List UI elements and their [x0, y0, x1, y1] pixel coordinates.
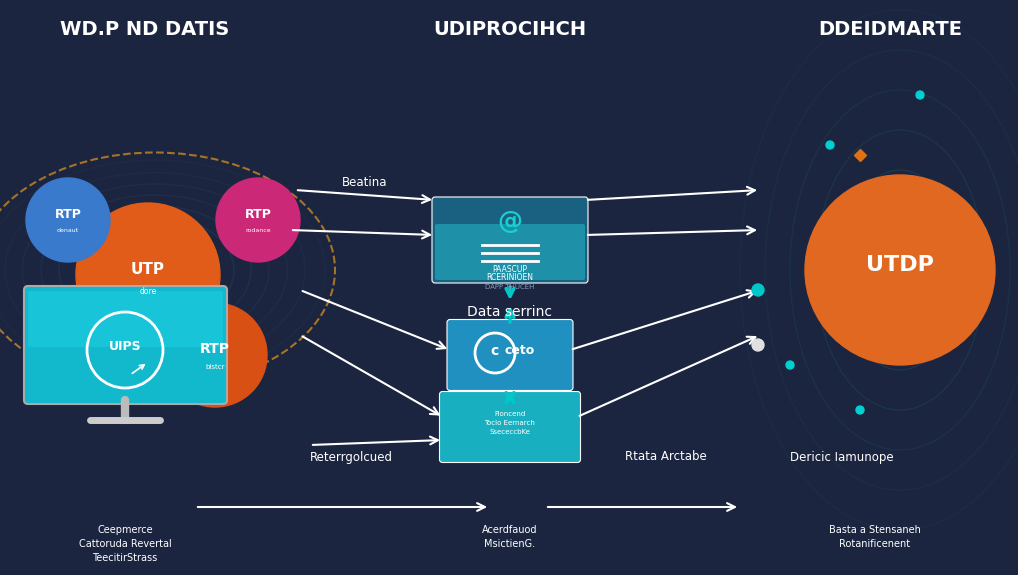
- FancyBboxPatch shape: [24, 286, 227, 404]
- Text: c: c: [491, 344, 499, 358]
- Text: UIPS: UIPS: [109, 340, 142, 354]
- Text: UTP: UTP: [131, 263, 165, 278]
- Text: RTP: RTP: [200, 342, 230, 356]
- Text: UTDP: UTDP: [866, 255, 934, 275]
- Text: bistcr: bistcr: [206, 364, 225, 370]
- Text: rodance: rodance: [245, 228, 271, 233]
- Text: denaut: denaut: [57, 228, 79, 233]
- Circle shape: [805, 175, 995, 365]
- Circle shape: [163, 303, 267, 407]
- Text: @: @: [498, 210, 522, 234]
- Text: Reterrgolcued: Reterrgolcued: [310, 450, 393, 463]
- Text: RCERINIOEN: RCERINIOEN: [487, 273, 533, 282]
- FancyBboxPatch shape: [29, 291, 223, 347]
- FancyBboxPatch shape: [447, 320, 573, 390]
- FancyBboxPatch shape: [435, 224, 585, 280]
- Circle shape: [26, 178, 110, 262]
- Text: Rtata Arctabe: Rtata Arctabe: [625, 450, 706, 463]
- Text: dore: dore: [139, 288, 157, 297]
- Text: Basta a Stensaneh
Rotanificenent: Basta a Stensaneh Rotanificenent: [829, 525, 921, 549]
- Text: WD.P ND DATIS: WD.P ND DATIS: [60, 20, 230, 39]
- Text: ceto: ceto: [505, 344, 535, 358]
- Circle shape: [826, 141, 834, 149]
- Text: DAPP THUCEH: DAPP THUCEH: [486, 284, 534, 290]
- Text: Dericic Iamunope: Dericic Iamunope: [790, 450, 894, 463]
- Circle shape: [752, 284, 764, 296]
- Circle shape: [216, 178, 300, 262]
- Text: UDIPROCIHCH: UDIPROCIHCH: [434, 20, 586, 39]
- Text: Acerdfauod
MsictienG.: Acerdfauod MsictienG.: [483, 525, 538, 549]
- Circle shape: [76, 203, 220, 347]
- Circle shape: [752, 339, 764, 351]
- Text: Fioncend
Toclo Eernarch
SsececcbKe: Fioncend Toclo Eernarch SsececcbKe: [485, 411, 535, 435]
- Text: Beatina: Beatina: [342, 177, 388, 190]
- Text: Ceepmerce
Cattoruda Revertal
TeecitirStrass: Ceepmerce Cattoruda Revertal TeecitirStr…: [78, 525, 171, 563]
- FancyBboxPatch shape: [432, 197, 588, 283]
- Text: DDEIDMARTE: DDEIDMARTE: [818, 20, 962, 39]
- Text: PAASCUP: PAASCUP: [493, 266, 527, 274]
- Text: Data serrinc: Data serrinc: [467, 305, 553, 319]
- FancyBboxPatch shape: [440, 392, 580, 462]
- Circle shape: [856, 406, 864, 414]
- Circle shape: [916, 91, 924, 99]
- Text: RTP: RTP: [244, 208, 272, 220]
- Text: RTP: RTP: [55, 209, 81, 221]
- Circle shape: [786, 361, 794, 369]
